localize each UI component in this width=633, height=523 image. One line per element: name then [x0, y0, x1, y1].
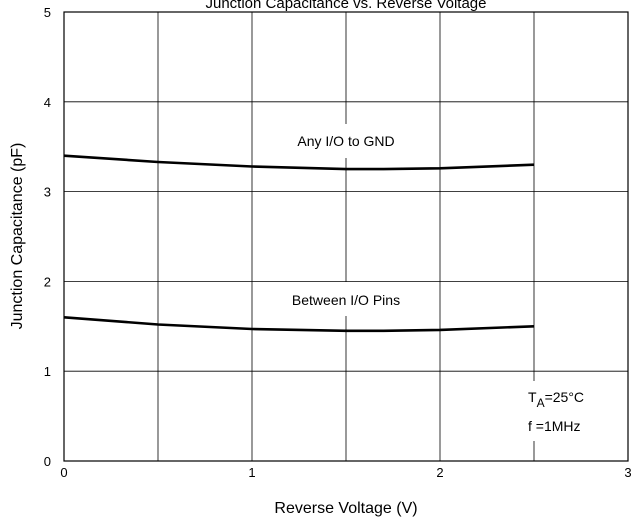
- label-backing-gnd: [277, 124, 439, 158]
- x-tick-label-3: 3: [624, 465, 631, 480]
- y-tick-label-4: 4: [44, 95, 51, 110]
- label-backing-pins: [277, 282, 439, 316]
- y-axis-label: Junction Capacitance (pF): [9, 143, 26, 330]
- plot-frame: [63, 11, 629, 462]
- conditions-backing: [524, 381, 600, 441]
- frequency-condition: f =1MHz: [528, 418, 581, 434]
- series-label-any-io-to-gnd: Any I/O to GND: [297, 133, 394, 149]
- x-tick-label-1: 1: [248, 465, 255, 480]
- y-tick-label-0: 0: [44, 454, 51, 469]
- series-line-0: [63, 154, 535, 171]
- chart-title: Junction Capacitance vs. Reverse Voltage: [206, 0, 487, 12]
- y-tick-labels: 0 1 2 3 4 5: [44, 5, 51, 469]
- x-tick-label-2: 2: [436, 465, 443, 480]
- y-tick-label-3: 3: [44, 185, 51, 200]
- y-tick-label-2: 2: [44, 274, 51, 289]
- series-line-1: [63, 316, 535, 333]
- ta-subscript: A: [537, 396, 545, 410]
- ta-value: =25°C: [545, 389, 584, 405]
- x-tick-labels: 0 1 2 3: [60, 465, 631, 480]
- y-tick-label-5: 5: [44, 5, 51, 20]
- x-tick-label-0: 0: [60, 465, 67, 480]
- y-tick-label-1: 1: [44, 364, 51, 379]
- temperature-condition: TA=25°C: [528, 389, 584, 410]
- ta-symbol: T: [528, 389, 537, 405]
- x-axis-label: Reverse Voltage (V): [274, 500, 417, 517]
- series-layer: [63, 154, 535, 333]
- series-label-between-io-pins: Between I/O Pins: [292, 292, 400, 308]
